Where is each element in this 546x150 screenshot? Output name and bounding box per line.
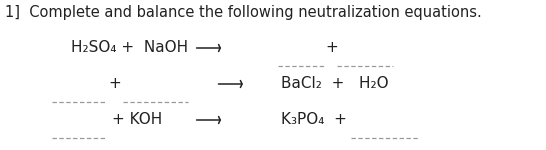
Text: H₂SO₄ +  NaOH: H₂SO₄ + NaOH bbox=[71, 40, 188, 56]
Text: + KOH: + KOH bbox=[112, 112, 162, 128]
Text: K₃PO₄  +: K₃PO₄ + bbox=[281, 112, 347, 128]
Text: 1]  Complete and balance the following neutralization equations.: 1] Complete and balance the following ne… bbox=[5, 4, 482, 20]
Text: BaCl₂  +   H₂O: BaCl₂ + H₂O bbox=[281, 76, 389, 92]
Text: +: + bbox=[325, 40, 339, 56]
Text: +: + bbox=[108, 76, 121, 92]
